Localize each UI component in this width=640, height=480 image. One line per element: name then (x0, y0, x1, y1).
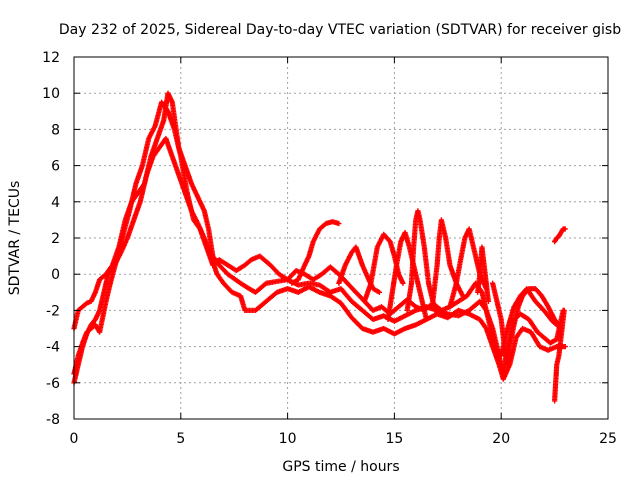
x-tick-label: 5 (176, 431, 185, 447)
series-late-22.5 (552, 226, 568, 245)
y-tick-label: 12 (42, 50, 60, 66)
series-layer (71, 90, 568, 404)
x-tick-label: 20 (492, 431, 510, 447)
y-tick-label: 6 (51, 159, 60, 175)
series-excursion-17 (430, 217, 466, 304)
y-tick-label: 8 (51, 122, 60, 138)
x-tick-label: 25 (599, 431, 617, 447)
x-tick-label: 15 (385, 431, 403, 447)
y-axis-label: SDTVAR / TECUs (7, 181, 23, 296)
series-excursion-10.5 (289, 219, 342, 286)
y-tick-label: -4 (46, 340, 60, 356)
x-tick-label: 0 (70, 431, 79, 447)
data-point (432, 307, 438, 313)
y-tick-label: 0 (51, 267, 60, 283)
data-point (423, 316, 430, 323)
x-axis-label: GPS time / hours (282, 459, 399, 475)
data-point (485, 298, 491, 304)
y-tick-label: 10 (42, 86, 60, 102)
y-tick-label: -2 (46, 303, 60, 319)
data-point (400, 280, 406, 286)
y-tick-label: -8 (46, 412, 60, 428)
x-tick-label: 10 (279, 431, 297, 447)
axis-tick-labels: 0 5 10 15 20 25 -8 -6 -4 -2 0 2 4 6 8 10 12 (42, 50, 617, 447)
data-point (562, 344, 568, 350)
data-point (460, 293, 466, 299)
series-excursion-19 (475, 244, 491, 304)
y-tick-label: 2 (51, 231, 60, 247)
series-excursion-15 (385, 229, 430, 323)
data-point (561, 307, 567, 313)
data-point (376, 289, 383, 295)
y-tick-label: 4 (51, 195, 60, 211)
series-excursion-16 (404, 208, 438, 313)
series-spike-22.5 (552, 307, 567, 404)
chart-title: Day 232 of 2025, Sidereal Day-to-day VTE… (59, 22, 621, 38)
data-point (336, 220, 342, 227)
y-tick-label: -6 (46, 376, 60, 392)
axis-ticks (73, 56, 609, 420)
data-point (562, 226, 568, 232)
series-excursion-20 (490, 280, 564, 368)
